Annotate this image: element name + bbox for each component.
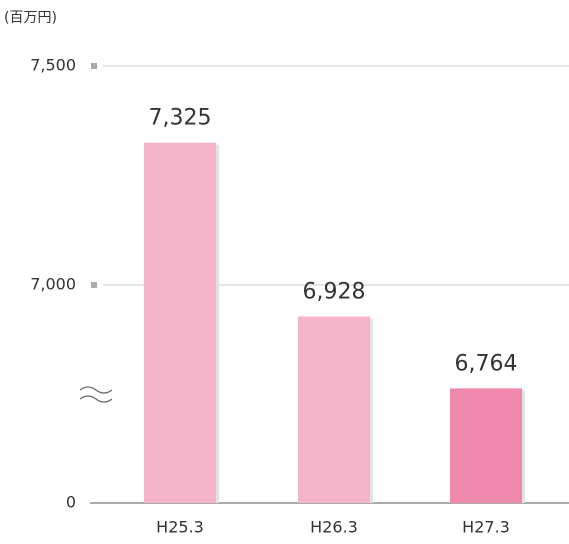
axis-break <box>79 386 113 403</box>
y-tick-label: 7,500 <box>30 56 76 75</box>
tick-mark <box>91 282 97 288</box>
bar <box>450 388 522 503</box>
tick-mark <box>91 63 97 69</box>
value-label: 6,928 <box>303 280 366 305</box>
bar <box>144 142 216 503</box>
unit-label: (百万円) <box>4 10 57 26</box>
bar <box>298 316 370 503</box>
value-label: 7,325 <box>149 106 212 131</box>
x-tick-label: H26.3 <box>310 518 358 537</box>
x-tick-label: H25.3 <box>156 518 204 537</box>
x-tick-label: H27.3 <box>462 518 510 537</box>
value-label: 6,764 <box>455 351 518 376</box>
y-tick-label: 7,000 <box>30 275 76 294</box>
y-tick-label: 0 <box>66 493 76 512</box>
